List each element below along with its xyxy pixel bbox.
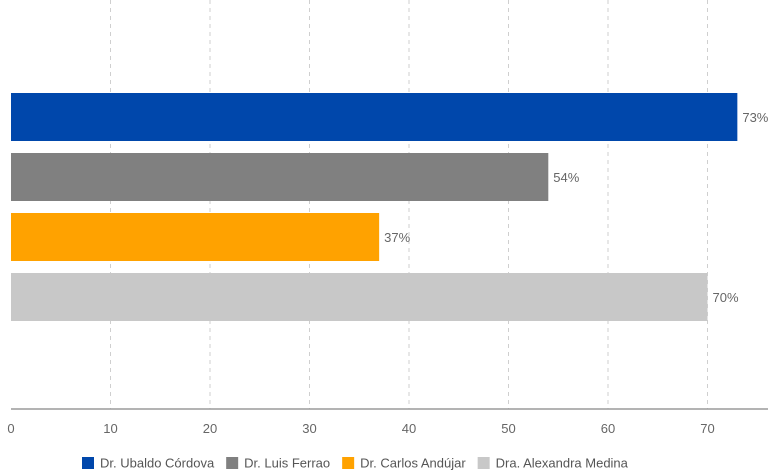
data-label-2: 54% — [553, 170, 579, 185]
x-axis-ticks: 0 10 20 30 40 50 60 70 — [7, 421, 714, 436]
x-tick-label-40: 40 — [402, 421, 416, 436]
x-tick-label-20: 20 — [203, 421, 217, 436]
legend-swatch-3 — [342, 457, 355, 469]
x-tick-label-30: 30 — [302, 421, 316, 436]
x-tick-label-0: 0 — [7, 421, 14, 436]
bar-2 — [11, 153, 549, 201]
bar-4 — [11, 273, 708, 321]
legend: Dr. Ubaldo Córdova Dr. Luis Ferrao Dr. Car… — [82, 456, 629, 471]
legend-item-4: Dra. Alexandra Medina — [477, 456, 629, 471]
legend-swatch-4 — [477, 457, 490, 469]
x-tick-label-10: 10 — [103, 421, 117, 436]
legend-label-2: Dr. Luis Ferrao — [244, 456, 330, 471]
data-label-4: 70% — [713, 290, 739, 305]
bar-3 — [11, 213, 380, 261]
bar-1 — [11, 93, 738, 141]
legend-swatch-1 — [82, 457, 94, 469]
legend-label-3: Dr. Carlos Andújar — [360, 456, 466, 471]
bars: 73% 54% 37% 70% — [11, 93, 768, 321]
legend-swatch-2 — [226, 457, 239, 469]
legend-item-1: Dr. Ubaldo Córdova — [82, 456, 215, 471]
x-tick-label-70: 70 — [700, 421, 714, 436]
x-tick-label-60: 60 — [601, 421, 615, 436]
data-label-1: 73% — [742, 110, 768, 125]
data-label-3: 37% — [384, 230, 410, 245]
legend-label-4: Dra. Alexandra Medina — [496, 456, 629, 471]
x-tick-label-50: 50 — [501, 421, 515, 436]
grid-lines — [110, 0, 708, 409]
legend-label-1: Dr. Ubaldo Córdova — [100, 456, 215, 471]
legend-item-3: Dr. Carlos Andújar — [342, 456, 466, 471]
legend-item-2: Dr. Luis Ferrao — [226, 456, 330, 471]
